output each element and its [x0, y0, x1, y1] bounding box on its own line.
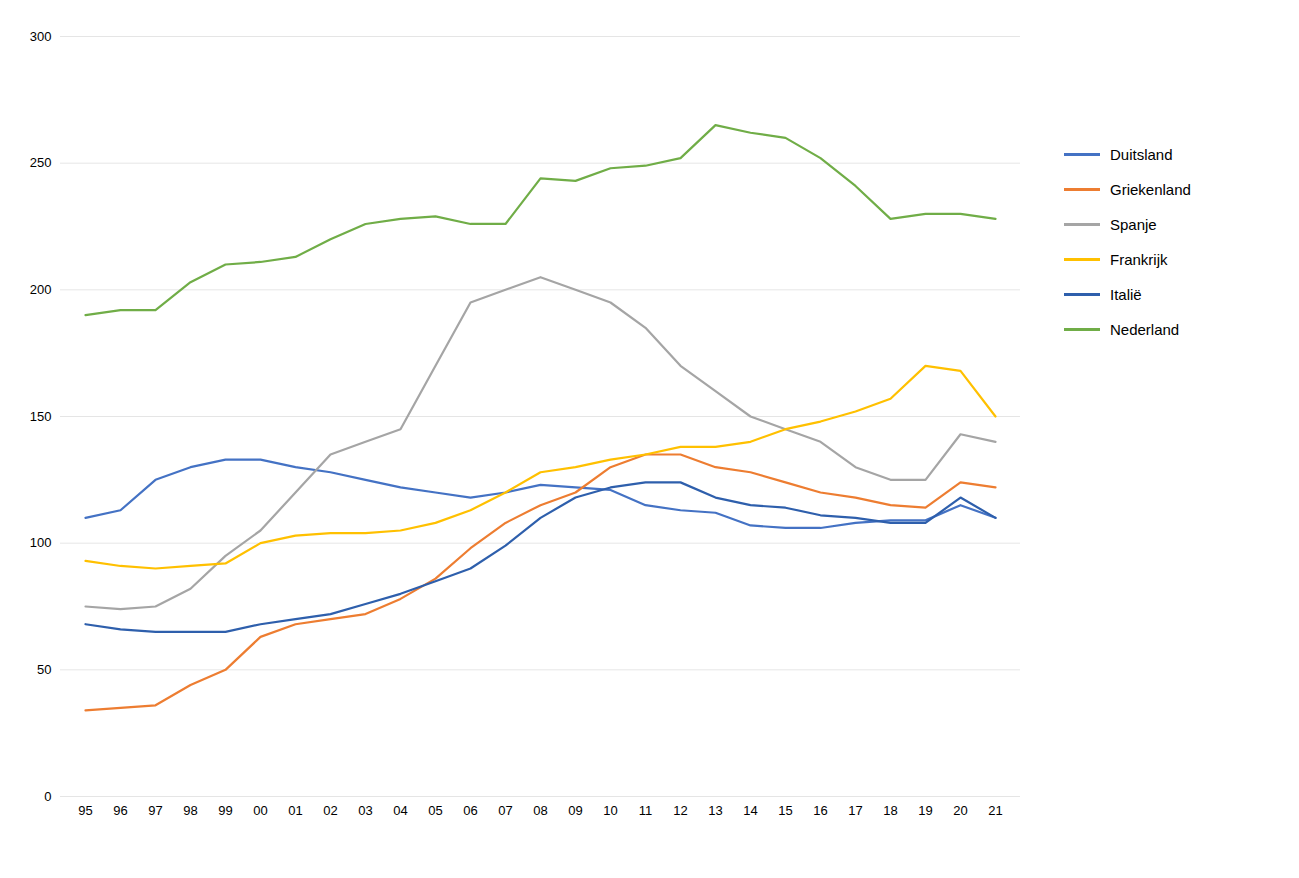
svg-text:19: 19 — [918, 803, 932, 818]
svg-text:20: 20 — [953, 803, 967, 818]
html-text:Duitsland: Duitsland — [1110, 146, 1173, 163]
svg-text:05: 05 — [428, 803, 442, 818]
svg-text:100: 100 — [30, 535, 52, 550]
svg-text:95: 95 — [78, 803, 92, 818]
html-text:Griekenland: Griekenland — [1110, 181, 1191, 198]
svg-text:96: 96 — [113, 803, 127, 818]
svg-text:0: 0 — [44, 789, 51, 804]
svg-text:10: 10 — [603, 803, 617, 818]
svg-text:07: 07 — [498, 803, 512, 818]
svg-text:11: 11 — [639, 803, 653, 818]
svg-text:97: 97 — [148, 803, 162, 818]
svg-text:14: 14 — [743, 803, 757, 818]
svg-text:250: 250 — [30, 155, 52, 170]
svg-text:08: 08 — [533, 803, 547, 818]
html-text:Nederland: Nederland — [1110, 321, 1180, 338]
svg-text:50: 50 — [37, 662, 51, 677]
html-text:Italië: Italië — [1110, 286, 1142, 303]
svg-text:06: 06 — [463, 803, 477, 818]
svg-text:02: 02 — [323, 803, 337, 818]
html-text:Frankrijk: Frankrijk — [1110, 251, 1168, 268]
svg-text:16: 16 — [813, 803, 827, 818]
svg-text:01: 01 — [288, 803, 302, 818]
svg-text:04: 04 — [393, 803, 407, 818]
html-text:Spanje: Spanje — [1110, 216, 1157, 233]
svg-text:150: 150 — [30, 409, 52, 424]
svg-text:300: 300 — [30, 29, 52, 44]
svg-text:12: 12 — [673, 803, 687, 818]
svg-text:21: 21 — [988, 803, 1002, 818]
svg-text:98: 98 — [183, 803, 197, 818]
svg-text:03: 03 — [358, 803, 372, 818]
svg-text:00: 00 — [253, 803, 267, 818]
svg-text:200: 200 — [30, 282, 52, 297]
svg-text:17: 17 — [848, 803, 862, 818]
svg-text:18: 18 — [883, 803, 897, 818]
svg-text:99: 99 — [218, 803, 232, 818]
svg-text:15: 15 — [778, 803, 792, 818]
svg-text:13: 13 — [708, 803, 722, 818]
svg-text:09: 09 — [568, 803, 582, 818]
